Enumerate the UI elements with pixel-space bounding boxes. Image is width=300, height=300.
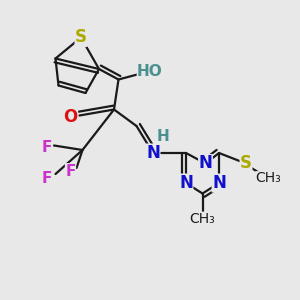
Text: N: N xyxy=(179,174,193,192)
Text: N: N xyxy=(199,154,212,172)
Text: O: O xyxy=(63,108,78,126)
Text: HO: HO xyxy=(137,64,163,80)
Text: CH₃: CH₃ xyxy=(256,172,281,185)
Text: S: S xyxy=(75,28,87,46)
Text: F: F xyxy=(41,140,52,154)
Text: F: F xyxy=(65,164,76,178)
Text: F: F xyxy=(41,171,52,186)
Text: N: N xyxy=(146,144,160,162)
Text: N: N xyxy=(212,174,226,192)
Text: H: H xyxy=(157,129,170,144)
Text: CH₃: CH₃ xyxy=(190,212,215,226)
Text: S: S xyxy=(240,154,252,172)
